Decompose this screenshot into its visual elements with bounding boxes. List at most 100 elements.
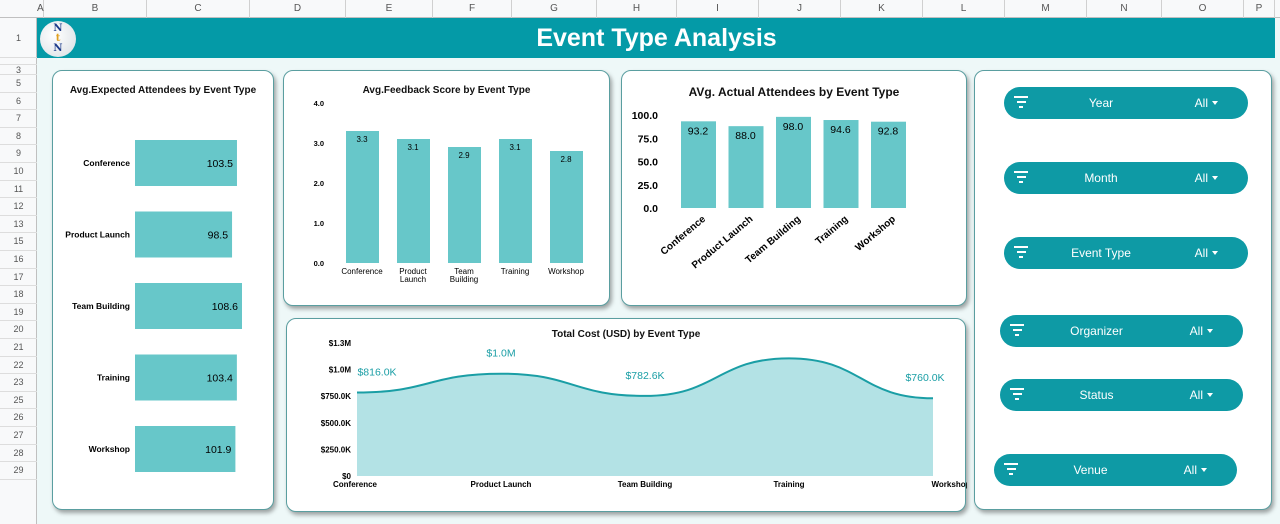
row-header[interactable]: 1 [0, 18, 37, 58]
row-header[interactable]: 9 [0, 145, 37, 163]
row-header[interactable]: 18 [0, 286, 37, 304]
bar [499, 139, 532, 263]
filter-value-dropdown[interactable]: All [1195, 87, 1218, 119]
column-header[interactable]: L [923, 0, 1005, 18]
filter-venue[interactable]: Venue All [994, 454, 1237, 486]
row-header[interactable]: 17 [0, 269, 37, 287]
column-header[interactable]: J [759, 0, 841, 18]
row-header[interactable]: 21 [0, 339, 37, 357]
column-header[interactable]: H [597, 0, 677, 18]
filters-panel [974, 70, 1272, 510]
row-header[interactable]: 22 [0, 357, 37, 375]
bar [135, 283, 242, 329]
category-label: Product [399, 267, 427, 276]
data-label: 92.8 [878, 126, 899, 138]
filter-icon [1010, 388, 1024, 403]
bar [871, 121, 906, 208]
filter-event-type[interactable]: Event Type All [1004, 237, 1248, 269]
filter-value-dropdown[interactable]: All [1195, 237, 1218, 269]
bar [681, 121, 716, 208]
row-header[interactable]: 10 [0, 163, 37, 181]
row-header[interactable]: 15 [0, 233, 37, 251]
bar [823, 120, 859, 208]
data-label: $760.0K [905, 372, 944, 384]
filter-value-dropdown[interactable]: All [1190, 379, 1213, 411]
row-header[interactable]: 25 [0, 392, 37, 410]
data-label: 103.5 [207, 158, 233, 170]
data-label: $816.0K [357, 367, 396, 379]
total-cost-chart: $0 $250.0K $500.0K $750.0K $1.0M $1.3M Confere… [321, 339, 967, 489]
row-header[interactable] [0, 58, 37, 65]
y-tick: $250.0K [321, 445, 351, 454]
column-header[interactable]: O [1162, 0, 1244, 18]
row-header[interactable]: 5 [0, 75, 37, 93]
row-header[interactable]: 20 [0, 321, 37, 339]
filter-label: Year [1088, 96, 1114, 110]
column-header[interactable]: K [841, 0, 923, 18]
row-header[interactable]: 27 [0, 427, 37, 445]
filter-year[interactable]: Year All [1004, 87, 1248, 119]
column-header[interactable]: C [147, 0, 250, 18]
data-label: 94.6 [830, 124, 851, 136]
row-header[interactable]: 16 [0, 251, 37, 269]
row-header[interactable]: 12 [0, 198, 37, 216]
chart-title: Avg.Feedback Score by Event Type [362, 85, 531, 96]
column-header[interactable]: G [512, 0, 597, 18]
filter-label: Event Type [1071, 246, 1131, 260]
category-label: Conference [341, 267, 383, 276]
column-header[interactable]: P [1244, 0, 1275, 18]
row-header[interactable]: 23 [0, 374, 37, 392]
category-label: Product Launch [471, 480, 532, 489]
filter-value-dropdown[interactable]: All [1195, 162, 1218, 194]
bar [448, 147, 481, 263]
column-header[interactable]: A [37, 0, 44, 18]
row-header[interactable]: 8 [0, 128, 37, 146]
chart-title: Total Cost (USD) by Event Type [551, 329, 701, 340]
bar [135, 354, 237, 401]
row-header[interactable]: 6 [0, 93, 37, 111]
row-header[interactable]: 26 [0, 409, 37, 427]
column-header[interactable]: M [1005, 0, 1087, 18]
y-tick: 3.0 [314, 139, 324, 148]
column-header[interactable]: E [346, 0, 433, 18]
category-label: Training [97, 373, 130, 383]
y-tick: 75.0 [638, 133, 659, 145]
filter-organizer[interactable]: Organizer All [1000, 315, 1243, 347]
y-tick: 25.0 [638, 180, 659, 192]
filter-value-dropdown[interactable]: All [1190, 315, 1213, 347]
data-label: 88.0 [735, 130, 756, 142]
row-headers: 1 3 5 6 7 8 9 10 11 12 13 15 16 17 18 19 20 21 22 23 25 26 27 2… [0, 18, 37, 524]
row-header[interactable]: 29 [0, 462, 37, 480]
data-label: $1.0M [486, 348, 515, 360]
column-header[interactable]: B [44, 0, 147, 18]
column-header[interactable]: N [1087, 0, 1162, 18]
data-label: 3.1 [407, 143, 419, 152]
column-header[interactable]: I [677, 0, 759, 18]
category-label: Workshop [548, 267, 584, 276]
filter-value-dropdown[interactable]: All [1184, 454, 1207, 486]
row-header[interactable]: 19 [0, 304, 37, 322]
category-label: Workshop [854, 214, 898, 254]
y-tick: 0.0 [314, 259, 324, 268]
category-label: Training [773, 480, 804, 489]
row-header[interactable]: 28 [0, 445, 37, 463]
row-header[interactable]: 13 [0, 216, 37, 234]
data-label: 98.5 [208, 230, 229, 242]
y-tick: $500.0K [321, 419, 351, 428]
column-header[interactable]: D [250, 0, 346, 18]
category-label: Team Building [72, 301, 130, 311]
row-header[interactable]: 7 [0, 110, 37, 128]
data-label: 2.8 [560, 155, 572, 164]
row-header[interactable]: 3 [0, 65, 37, 75]
chart-title: AVg. Actual Attendees by Event Type [688, 85, 900, 99]
filter-label: Organizer [1070, 324, 1123, 338]
feedback-chart: 0.0 1.0 2.0 3.0 4.0 3.3 Conference 3.1 ProductLa… [314, 99, 585, 284]
filter-status[interactable]: Status All [1000, 379, 1243, 411]
filter-month[interactable]: Month All [1004, 162, 1248, 194]
category-label: Workshop [89, 444, 130, 454]
column-header[interactable]: F [433, 0, 512, 18]
filter-label: Status [1079, 388, 1114, 402]
row-header[interactable]: 11 [0, 181, 37, 199]
